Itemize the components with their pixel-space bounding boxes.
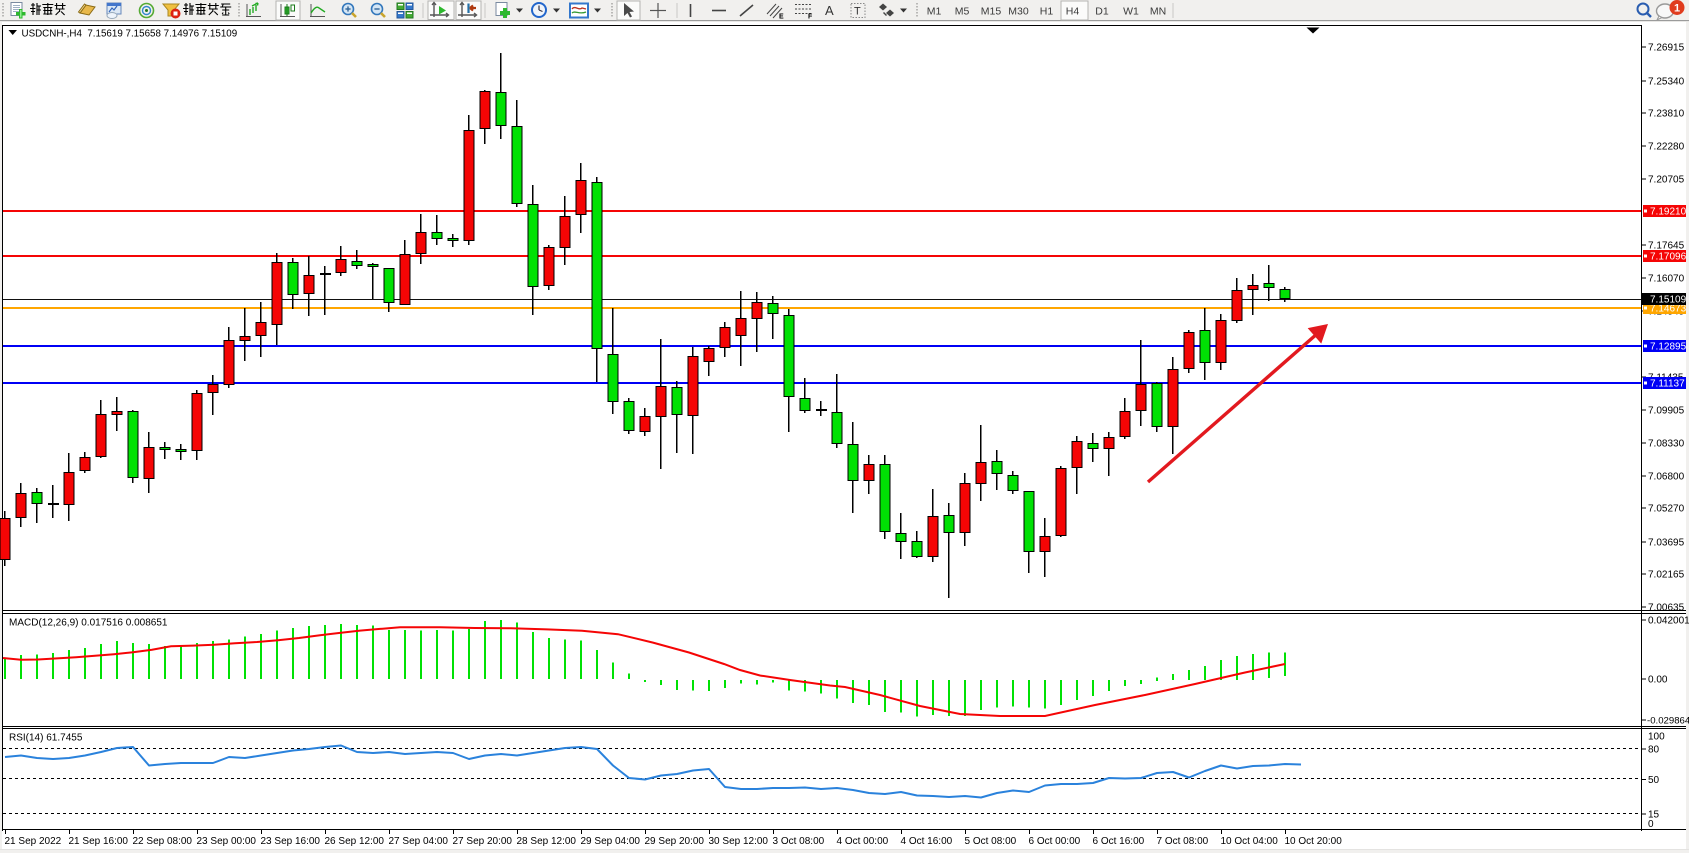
svg-text:3 Oct 08:00: 3 Oct 08:00 [773,836,825,847]
svg-text:7.14673: 7.14673 [1650,304,1687,315]
svg-text:28 Sep 12:00: 28 Sep 12:00 [517,836,577,847]
svg-text:D1: D1 [1095,6,1109,18]
svg-text:27 Sep 20:00: 27 Sep 20:00 [453,836,513,847]
svg-text:E: E [779,14,784,21]
svg-text:7.03695: 7.03695 [1648,538,1685,549]
svg-text:0.00: 0.00 [1648,675,1668,686]
svg-text:7.20705: 7.20705 [1648,175,1685,186]
svg-text:7.17645: 7.17645 [1648,241,1685,252]
svg-text:10 Oct 20:00: 10 Oct 20:00 [1285,836,1343,847]
svg-text:7.23810: 7.23810 [1648,109,1685,120]
svg-text:MN: MN [1150,6,1166,18]
svg-text:5 Oct 08:00: 5 Oct 08:00 [965,836,1017,847]
svg-text:27 Sep 04:00: 27 Sep 04:00 [389,836,449,847]
svg-text:M30: M30 [1008,6,1029,18]
svg-text:M15: M15 [981,6,1002,18]
svg-text:H4: H4 [1066,6,1080,18]
svg-text:7.05270: 7.05270 [1648,504,1685,515]
svg-text:6 Oct 16:00: 6 Oct 16:00 [1093,836,1145,847]
svg-text:T: T [854,6,861,18]
svg-text:23 Sep 16:00: 23 Sep 16:00 [261,836,321,847]
svg-text:15: 15 [1648,810,1660,821]
svg-text:F: F [808,14,813,21]
svg-text:7.17096: 7.17096 [1650,252,1687,263]
svg-text:7.00635: 7.00635 [1648,603,1685,614]
svg-text:26 Sep 12:00: 26 Sep 12:00 [325,836,385,847]
svg-text:21 Sep 2022: 21 Sep 2022 [5,836,62,847]
svg-text:0.042001: 0.042001 [1648,616,1689,627]
svg-text:7 Oct 08:00: 7 Oct 08:00 [1157,836,1209,847]
svg-text:7.12895: 7.12895 [1650,342,1687,353]
svg-text:80: 80 [1648,745,1660,756]
svg-text:RSI(14) 61.7455: RSI(14) 61.7455 [9,733,83,744]
svg-text:W1: W1 [1123,6,1139,18]
svg-text:7.22280: 7.22280 [1648,142,1685,153]
svg-text:22 Sep 08:00: 22 Sep 08:00 [133,836,193,847]
svg-text:6 Oct 00:00: 6 Oct 00:00 [1029,836,1081,847]
svg-text:7.06800: 7.06800 [1648,472,1685,483]
svg-text:7.25340: 7.25340 [1648,77,1685,88]
svg-text:50: 50 [1648,775,1660,786]
svg-text:-0.029864: -0.029864 [1647,716,1689,727]
svg-text:7.16070: 7.16070 [1648,274,1685,285]
svg-text:M1: M1 [927,6,942,18]
svg-text:29 Sep 04:00: 29 Sep 04:00 [581,836,641,847]
svg-text:7.11137: 7.11137 [1650,379,1685,390]
svg-text:21 Sep 16:00: 21 Sep 16:00 [69,836,129,847]
svg-text:29 Sep 20:00: 29 Sep 20:00 [645,836,705,847]
svg-text:10 Oct 04:00: 10 Oct 04:00 [1221,836,1279,847]
svg-text:H1: H1 [1040,6,1054,18]
svg-text:7.15109: 7.15109 [1650,295,1687,306]
svg-text:M5: M5 [955,6,970,18]
svg-text:7.19210: 7.19210 [1650,207,1687,218]
svg-text:0: 0 [1648,819,1654,830]
svg-text:7.08330: 7.08330 [1648,439,1685,450]
svg-text:23 Sep 00:00: 23 Sep 00:00 [197,836,257,847]
svg-text:4 Oct 16:00: 4 Oct 16:00 [901,836,953,847]
svg-text:A: A [825,3,834,18]
svg-text:7.02165: 7.02165 [1648,570,1685,581]
svg-text:4 Oct 00:00: 4 Oct 00:00 [837,836,889,847]
svg-text:7.26915: 7.26915 [1648,43,1685,54]
svg-text:7.09905: 7.09905 [1648,406,1685,417]
svg-text:100: 100 [1648,732,1665,743]
svg-text:MACD(12,26,9) 0.017516 0.00865: MACD(12,26,9) 0.017516 0.008651 [9,618,168,629]
svg-text:1: 1 [1674,3,1680,15]
svg-text:30 Sep 12:00: 30 Sep 12:00 [709,836,769,847]
svg-text:USDCNH-,H4 7.15619 7.15658 7.: USDCNH-,H4 7.15619 7.15658 7.14976 7.151… [22,28,238,39]
